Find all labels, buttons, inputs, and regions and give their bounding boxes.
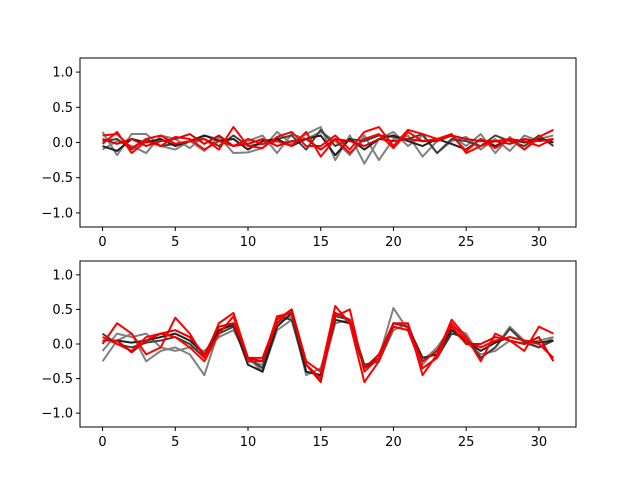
x-tick-label: 0 [98,435,106,450]
x-tick-label: 10 [240,435,257,450]
y-tick-label: 1.0 [52,66,73,81]
x-tick-label: 5 [171,435,179,450]
y-tick-label: 0.0 [52,338,73,353]
x-tick-label: 10 [240,235,257,250]
x-tick-label: 30 [531,435,548,450]
x-tick-label: 5 [171,235,179,250]
y-tick-label: −0.5 [41,171,73,186]
series-line-7 [102,308,555,384]
subplot-2: 0 5 10 15 20 25 30 −1.0 −0.5 0.0 0.5 1.0 [41,260,577,450]
y-tick-label: 1.0 [52,268,73,283]
series-line-7 [102,133,554,151]
y-tick-label: 0.5 [52,101,73,116]
x-tick-label: 15 [312,235,329,250]
y-tick-label: −0.5 [41,372,73,387]
series-group [101,304,555,384]
series-line-5 [101,304,554,384]
x-tick-label: 30 [531,235,548,250]
subplot-1: 0 5 10 15 20 25 30 −1.0 −0.5 0.0 0.5 1.0 [41,57,577,250]
x-tick-label: 20 [385,235,402,250]
x-tick-label: 0 [98,235,106,250]
y-tick-label: −1.0 [41,407,73,422]
series-group [101,126,555,165]
y-tick-label: 0.5 [52,303,73,318]
x-tick-label: 20 [385,435,402,450]
x-tick-label: 15 [312,435,329,450]
y-tick-label: −1.0 [41,206,73,221]
x-tick-label: 25 [458,235,475,250]
x-tick-label: 25 [458,435,475,450]
y-tick-label: 0.0 [52,136,73,151]
